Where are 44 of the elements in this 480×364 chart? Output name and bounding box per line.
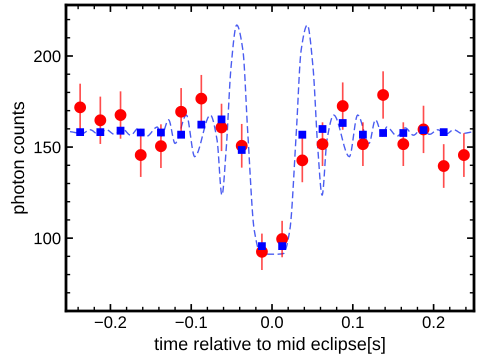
point	[458, 149, 470, 161]
point	[438, 160, 450, 172]
x-tick-label: 0.0	[261, 316, 283, 328]
point	[155, 140, 167, 152]
point	[318, 125, 326, 133]
point	[316, 138, 328, 150]
point	[74, 101, 86, 114]
point	[76, 128, 84, 136]
y-tick-label: 150	[34, 141, 60, 154]
point	[157, 128, 165, 136]
point	[175, 106, 188, 118]
x-axis-title: time relative to mid eclipse[s]	[154, 336, 385, 354]
point	[338, 119, 347, 127]
x-tick-label: 0.1	[342, 316, 364, 328]
y-tick-label: 200	[34, 50, 60, 62]
point	[399, 129, 408, 137]
point	[278, 242, 286, 250]
point	[216, 121, 228, 134]
point	[397, 138, 410, 150]
point	[197, 120, 206, 129]
point	[94, 114, 106, 126]
point	[114, 109, 126, 121]
point	[195, 92, 208, 105]
point	[177, 130, 186, 139]
point	[440, 128, 448, 136]
point	[296, 154, 308, 166]
point	[336, 100, 349, 112]
point	[136, 128, 145, 136]
y-tick-label: 100	[34, 232, 60, 244]
point	[359, 130, 367, 139]
point	[218, 115, 226, 124]
x-tick-label: −0.1	[176, 316, 207, 328]
x-tick-label: −0.2	[94, 316, 126, 328]
point	[298, 130, 306, 139]
point	[116, 126, 124, 135]
point	[96, 128, 104, 136]
point	[258, 242, 266, 250]
x-tick-label: 0.2	[422, 316, 444, 328]
point	[357, 138, 369, 150]
y-axis-title: photon counts	[10, 102, 28, 214]
point	[134, 149, 147, 161]
point	[238, 146, 246, 154]
point	[379, 129, 387, 137]
point	[377, 89, 390, 101]
